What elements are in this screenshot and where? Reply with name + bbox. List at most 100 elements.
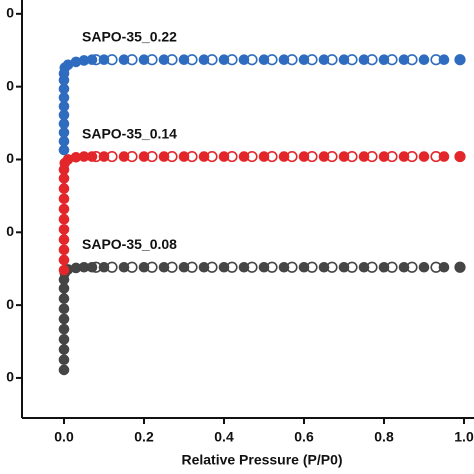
adsorption-point — [298, 54, 310, 66]
adsorption-point — [58, 83, 70, 95]
adsorption-point — [218, 151, 230, 162]
adsorption-point — [398, 261, 410, 273]
adsorption-point — [338, 54, 350, 66]
adsorption-point — [58, 101, 70, 112]
adsorption-point — [138, 151, 150, 162]
y-tick-label: 0 — [6, 150, 14, 166]
adsorption-point — [298, 261, 310, 273]
adsorption-point — [178, 54, 190, 66]
adsorption-point — [198, 261, 210, 273]
adsorption-point — [58, 234, 70, 245]
adsorption-point — [398, 151, 410, 162]
adsorption-point — [158, 151, 170, 162]
y-tick-label: 0 — [6, 5, 14, 21]
adsorption-point — [338, 261, 350, 273]
x-tick-label: 1.0 — [454, 429, 474, 445]
adsorption-point — [58, 313, 70, 325]
x-axis-title: Relative Pressure (P/P0) — [181, 452, 342, 468]
adsorption-point — [238, 54, 250, 66]
adsorption-point — [238, 151, 250, 162]
adsorption-point — [58, 92, 70, 103]
y-tick-label: 0 — [6, 369, 14, 385]
adsorption-point — [278, 54, 290, 66]
adsorption-point — [58, 118, 70, 130]
adsorption-point — [58, 193, 70, 205]
adsorption-point — [418, 151, 430, 162]
adsorption-point — [118, 54, 130, 66]
adsorption-point — [58, 203, 70, 215]
adsorption-point — [58, 224, 70, 235]
adsorption-point — [58, 183, 70, 194]
adsorption-point — [58, 303, 70, 315]
x-tick-label: 0.4 — [214, 429, 234, 445]
adsorption-point — [198, 151, 210, 162]
adsorption-point — [58, 109, 70, 121]
adsorption-point — [258, 151, 270, 162]
adsorption-point — [86, 54, 98, 66]
adsorption-point — [58, 354, 70, 366]
adsorption-point — [86, 151, 98, 162]
adsorption-point — [58, 344, 70, 355]
adsorption-point — [58, 264, 70, 276]
adsorption-point — [58, 144, 70, 156]
adsorption-point — [438, 261, 450, 273]
adsorption-point — [318, 261, 330, 273]
adsorption-point — [158, 261, 170, 273]
adsorption-point — [178, 261, 190, 273]
x-tick-label: 0.2 — [134, 429, 154, 445]
y-tick-label: 0 — [6, 223, 14, 239]
adsorption-point — [58, 323, 70, 335]
adsorption-point — [58, 127, 70, 138]
adsorption-point — [454, 261, 466, 273]
adsorption-point — [238, 261, 250, 273]
adsorption-point — [98, 151, 110, 162]
adsorption-point — [378, 151, 390, 162]
y-tick-label: 0 — [6, 296, 14, 312]
adsorption-point — [258, 261, 270, 273]
adsorption-point — [454, 151, 466, 162]
adsorption-point — [58, 334, 70, 345]
adsorption-point — [318, 151, 330, 162]
adsorption-point — [278, 151, 290, 162]
adsorption-point — [58, 254, 70, 266]
adsorption-point — [178, 151, 190, 162]
adsorption-point — [58, 293, 70, 304]
y-tick-label: 0 — [6, 77, 14, 93]
adsorption-point — [278, 261, 290, 273]
adsorption-point — [58, 173, 70, 184]
adsorption-point — [398, 54, 410, 66]
adsorption-point — [438, 151, 450, 162]
adsorption-point — [438, 54, 450, 66]
adsorption-point — [118, 151, 130, 162]
x-tick-label: 0.8 — [374, 429, 394, 445]
adsorption-point — [86, 261, 98, 273]
adsorption-point — [138, 261, 150, 273]
adsorption-point — [258, 54, 270, 66]
adsorption-point — [358, 54, 370, 66]
adsorption-point — [118, 261, 130, 273]
adsorption-point — [358, 261, 370, 273]
adsorption-point — [58, 244, 70, 256]
adsorption-point — [338, 151, 350, 162]
series-label: SAPO-35_0.08 — [82, 236, 177, 252]
adsorption-point — [218, 54, 230, 66]
x-tick-label: 0.0 — [54, 429, 74, 445]
series-label: SAPO-35_0.14 — [82, 125, 177, 141]
adsorption-point — [378, 54, 390, 66]
adsorption-point — [98, 54, 110, 66]
adsorption-point — [58, 135, 70, 147]
adsorption-point — [58, 213, 70, 225]
adsorption-point — [358, 151, 370, 162]
x-tick-label: 0.6 — [294, 429, 314, 445]
adsorption-point — [298, 151, 310, 162]
adsorption-point — [378, 261, 390, 273]
adsorption-point — [418, 54, 430, 66]
adsorption-point — [58, 283, 70, 294]
adsorption-point — [98, 261, 110, 273]
adsorption-point — [198, 54, 210, 66]
adsorption-point — [454, 54, 466, 66]
adsorption-point — [158, 54, 170, 66]
adsorption-point — [418, 261, 430, 273]
